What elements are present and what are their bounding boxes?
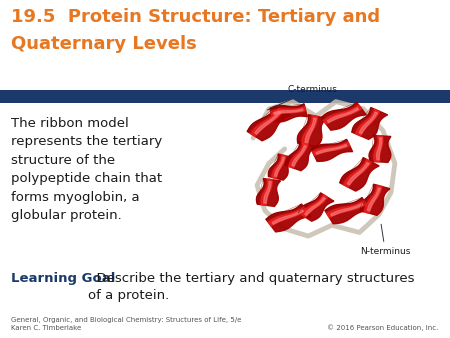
Text: The ribbon model
represents the tertiary
structure of the
polypeptide chain that: The ribbon model represents the tertiary… [11, 117, 162, 222]
Text: © 2016 Pearson Education, Inc.: © 2016 Pearson Education, Inc. [328, 324, 439, 331]
Polygon shape [302, 195, 328, 217]
Polygon shape [312, 142, 350, 155]
Polygon shape [374, 136, 383, 162]
Polygon shape [255, 111, 281, 134]
Polygon shape [327, 200, 366, 217]
Text: Describe the tertiary and quaternary structures
of a protein.: Describe the tertiary and quaternary str… [88, 272, 414, 302]
Polygon shape [298, 193, 334, 221]
Polygon shape [327, 108, 359, 123]
Text: C-terminus: C-terminus [267, 86, 337, 110]
Polygon shape [292, 145, 306, 166]
Polygon shape [305, 197, 325, 215]
Polygon shape [305, 118, 316, 143]
Polygon shape [264, 181, 271, 203]
Polygon shape [360, 184, 390, 215]
Polygon shape [251, 108, 284, 136]
Polygon shape [352, 107, 387, 139]
Polygon shape [289, 143, 308, 168]
Polygon shape [272, 210, 304, 224]
Polygon shape [367, 188, 381, 211]
Polygon shape [325, 198, 370, 224]
Polygon shape [270, 107, 306, 115]
Text: Quaternary Levels: Quaternary Levels [11, 35, 197, 53]
Polygon shape [268, 207, 306, 226]
Polygon shape [266, 204, 311, 232]
Polygon shape [369, 135, 391, 163]
Polygon shape [364, 185, 382, 213]
Polygon shape [343, 160, 372, 187]
Polygon shape [274, 157, 285, 176]
Polygon shape [356, 109, 379, 136]
Polygon shape [311, 139, 353, 161]
Text: N-terminus: N-terminus [360, 224, 410, 256]
Polygon shape [248, 106, 290, 141]
Polygon shape [321, 102, 366, 130]
Polygon shape [261, 179, 272, 206]
Polygon shape [359, 112, 378, 134]
Polygon shape [347, 162, 369, 185]
Polygon shape [316, 144, 347, 154]
Polygon shape [302, 115, 318, 145]
Polygon shape [331, 203, 363, 216]
Polygon shape [285, 142, 315, 171]
Polygon shape [340, 158, 379, 191]
Polygon shape [256, 178, 280, 207]
Polygon shape [274, 109, 303, 114]
Polygon shape [297, 115, 327, 147]
Polygon shape [272, 155, 286, 178]
Polygon shape [323, 105, 362, 124]
Text: 19.5  Protein Structure: Tertiary and: 19.5 Protein Structure: Tertiary and [11, 8, 380, 26]
Text: General, Organic, and Biological Chemistry: Structures of Life, 5/e
Karen C. Tim: General, Organic, and Biological Chemist… [11, 317, 242, 331]
Bar [0, 90, 450, 103]
Polygon shape [377, 138, 382, 160]
Polygon shape [268, 154, 293, 180]
Text: Learning Goal: Learning Goal [11, 272, 116, 285]
Polygon shape [270, 104, 307, 122]
